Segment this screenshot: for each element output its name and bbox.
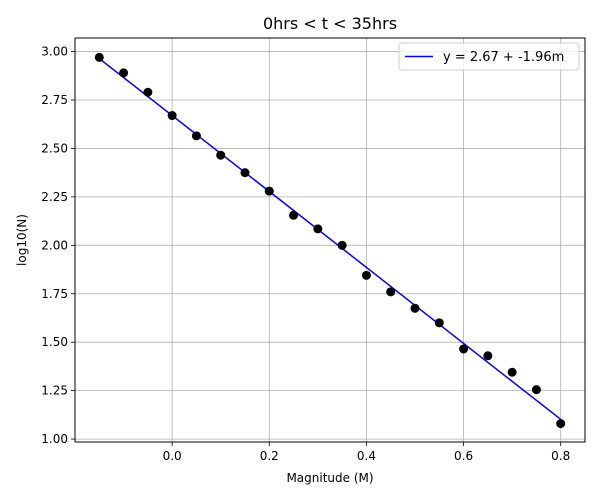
data-point — [289, 210, 299, 220]
y-tick-label: 1.50 — [41, 335, 68, 349]
x-tick-label: 0.2 — [260, 449, 279, 463]
data-point — [531, 385, 541, 395]
y-axis-label: log10(N) — [15, 214, 29, 266]
legend-label: y = 2.67 + -1.96m — [443, 50, 564, 65]
data-point — [191, 131, 201, 141]
y-tick-label: 1.00 — [41, 432, 68, 446]
data-point — [410, 303, 420, 313]
data-point — [434, 318, 444, 328]
data-point — [483, 351, 493, 361]
data-point — [119, 68, 129, 78]
data-point — [264, 186, 274, 196]
x-tick-label: 0.0 — [163, 449, 182, 463]
data-point — [556, 419, 566, 429]
y-tick-label: 2.25 — [41, 190, 68, 204]
legend-box — [398, 42, 580, 71]
y-tick-label: 2.75 — [41, 93, 68, 107]
chart-title: 0hrs < t < 35hrs — [263, 14, 397, 33]
data-point — [167, 111, 177, 121]
x-tick-label: 0.6 — [454, 449, 473, 463]
data-point — [337, 240, 347, 250]
scatter-points — [94, 52, 566, 429]
data-point — [313, 224, 323, 234]
x-axis-label: Magnitude (M) — [286, 471, 373, 485]
legend: y = 2.67 + -1.96m — [398, 42, 580, 71]
data-point — [216, 150, 226, 160]
y-tick-label: 1.75 — [41, 287, 68, 301]
data-point — [143, 87, 153, 97]
data-point — [507, 367, 517, 377]
data-point — [459, 344, 469, 354]
data-point — [386, 287, 396, 297]
data-point — [94, 52, 104, 62]
fit-line-layer — [98, 57, 562, 420]
y-tick-label: 1.25 — [41, 384, 68, 398]
y-tick-label: 2.50 — [41, 141, 68, 155]
x-tick-label: 0.8 — [551, 449, 570, 463]
data-point — [240, 168, 250, 178]
fit-line — [98, 57, 562, 420]
y-tick-label: 3.00 — [41, 45, 68, 59]
data-point — [361, 270, 371, 280]
plot-frame — [74, 37, 586, 443]
x-tick-label: 0.4 — [357, 449, 376, 463]
y-tick-label: 2.00 — [41, 238, 68, 252]
ticks: 0.0 0.2 0.4 0.6 0.8 1.00 1.25 1.50 1.75 2.00 2.25 2… — [41, 45, 570, 463]
